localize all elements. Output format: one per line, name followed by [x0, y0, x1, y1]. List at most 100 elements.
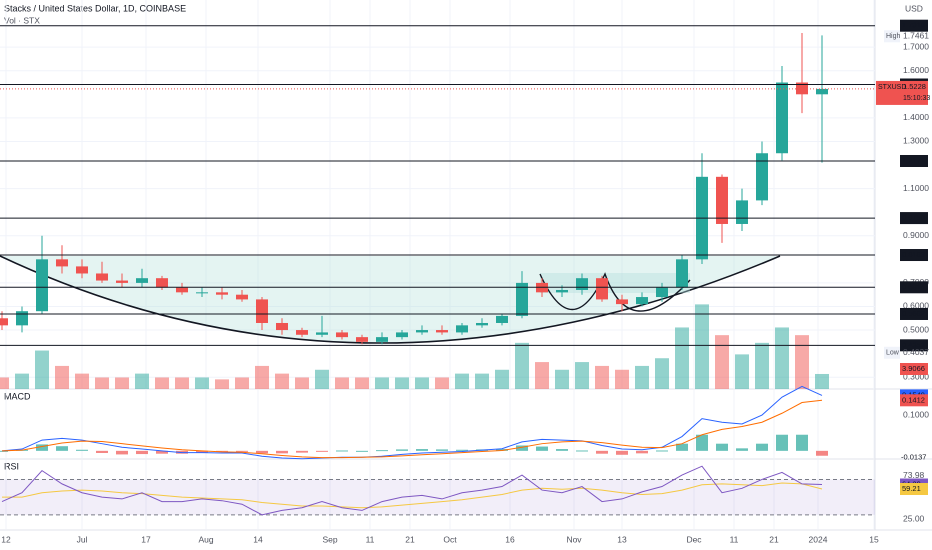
- macd-line: [1, 385, 823, 460]
- rsi-band: [0, 479, 875, 515]
- macd-histogram-bar: [436, 449, 448, 451]
- volume-bar: [115, 377, 129, 389]
- macd-histogram-bar: [576, 450, 588, 452]
- macd-histogram-bar: [336, 450, 348, 452]
- macd-histogram-bar: [76, 449, 88, 451]
- y-tick-label: 0.3000: [903, 371, 929, 381]
- level-box: [900, 154, 928, 167]
- last-price: 1.5228: [903, 82, 926, 91]
- volume-bar: [415, 377, 429, 389]
- x-tick-label: 21: [405, 534, 415, 544]
- volume-bar: [175, 377, 189, 389]
- volume-bar: [715, 335, 729, 389]
- candle-body: [336, 332, 348, 338]
- low_mark-tag: [884, 346, 900, 359]
- macd-histogram-bar: [236, 450, 248, 452]
- macd-histogram-bar: [136, 450, 148, 455]
- x-tick-label: Jul: [77, 534, 88, 544]
- x-tick-label: 13: [617, 534, 627, 544]
- macd-histogram-bar: [796, 434, 808, 451]
- macd-histogram-bar: [96, 450, 108, 453]
- macd-title: MACD: [4, 391, 31, 401]
- candle-body: [196, 292, 208, 294]
- low_mark-name: Low: [886, 350, 900, 357]
- volume-bar: [75, 373, 89, 389]
- x-tick-label: Sep: [322, 534, 337, 544]
- volume-bar: [215, 379, 229, 389]
- macd-histogram-bar: [0, 450, 8, 452]
- macd-histogram-bar: [536, 446, 548, 451]
- macd-histogram-bar: [756, 443, 768, 451]
- level-box: [900, 339, 928, 352]
- rsi-line: [1, 465, 823, 516]
- level-label: 0.8183: [902, 250, 925, 259]
- rsi-tick-label: 25.00: [903, 514, 925, 524]
- volume-bar: [535, 362, 549, 389]
- rsi-title: RSI: [4, 461, 19, 471]
- level-box: [900, 281, 928, 294]
- candle-body: [656, 287, 668, 298]
- macd-histogram-bar: [376, 450, 388, 452]
- candle-body: [296, 330, 308, 335]
- level-label: 0.4353: [902, 340, 925, 349]
- y-tick-label: 0.9000: [903, 230, 929, 240]
- currency: USD: [905, 3, 923, 13]
- volume-bar: [795, 335, 809, 389]
- level-box: [900, 212, 928, 225]
- candle-body: [816, 88, 828, 95]
- high_mark-name: High: [886, 33, 901, 40]
- volume-bar: [275, 373, 289, 389]
- candle-body: [256, 299, 268, 323]
- volume-bar: [35, 350, 49, 389]
- macd-histogram-bar: [456, 449, 468, 451]
- volume-bar: [375, 377, 389, 389]
- candle-body: [236, 294, 248, 300]
- candle-body: [476, 322, 488, 326]
- x-tick-label: Nov: [566, 534, 582, 544]
- x-tick-label: Dec: [686, 534, 702, 544]
- candle-body: [456, 325, 468, 333]
- macd-histogram-bar: [636, 450, 648, 454]
- volume-bar: [735, 354, 749, 389]
- volume-bar: [255, 365, 269, 389]
- candle-body: [576, 278, 588, 290]
- high_mark-value: 1.7461: [903, 31, 929, 41]
- volume-bar: [815, 373, 829, 389]
- volume-bar: [575, 362, 589, 389]
- x-tick-label: Oct: [443, 534, 457, 544]
- x-tick-label: 11: [366, 534, 375, 544]
- last-volume: 3.9066: [902, 364, 925, 373]
- y-tick-label: 0.6000: [903, 301, 929, 311]
- x-tick-label: 21: [769, 534, 779, 544]
- candle-body: [316, 332, 328, 335]
- level-label: 1.2171: [902, 156, 925, 165]
- volume-bar: [435, 377, 449, 389]
- volume-bar: [395, 377, 409, 389]
- level-box: [900, 307, 928, 320]
- volume-bar: [495, 369, 509, 389]
- candle-body: [56, 259, 68, 267]
- x-tick-label: 11: [730, 534, 739, 544]
- candle-body: [516, 282, 528, 316]
- volume-bar: [675, 327, 689, 389]
- candle-body: [0, 318, 8, 326]
- volume-bar: [695, 304, 709, 389]
- y-tick-label: 1.7000: [903, 41, 929, 51]
- last-price-box: [876, 80, 928, 105]
- y-tick-label: 1.6000: [903, 65, 929, 75]
- candle-body: [116, 280, 128, 283]
- macd-histogram-bar: [256, 450, 268, 454]
- rsi-ma-last: 59.21: [902, 484, 921, 493]
- volume-bar: [335, 377, 349, 389]
- candle-body: [716, 176, 728, 224]
- macd-histogram-bar: [676, 443, 688, 451]
- candle-body: [96, 273, 108, 281]
- macd-tick-label: 0.1000: [903, 409, 929, 419]
- candle-body: [396, 332, 408, 338]
- candle-body: [436, 330, 448, 333]
- macd-histogram-bar: [156, 450, 168, 454]
- candle-body: [596, 278, 608, 300]
- volume-bar: [515, 342, 529, 389]
- y-tick-label: 0.5000: [903, 324, 929, 334]
- countdown: 15:10:33: [903, 95, 930, 102]
